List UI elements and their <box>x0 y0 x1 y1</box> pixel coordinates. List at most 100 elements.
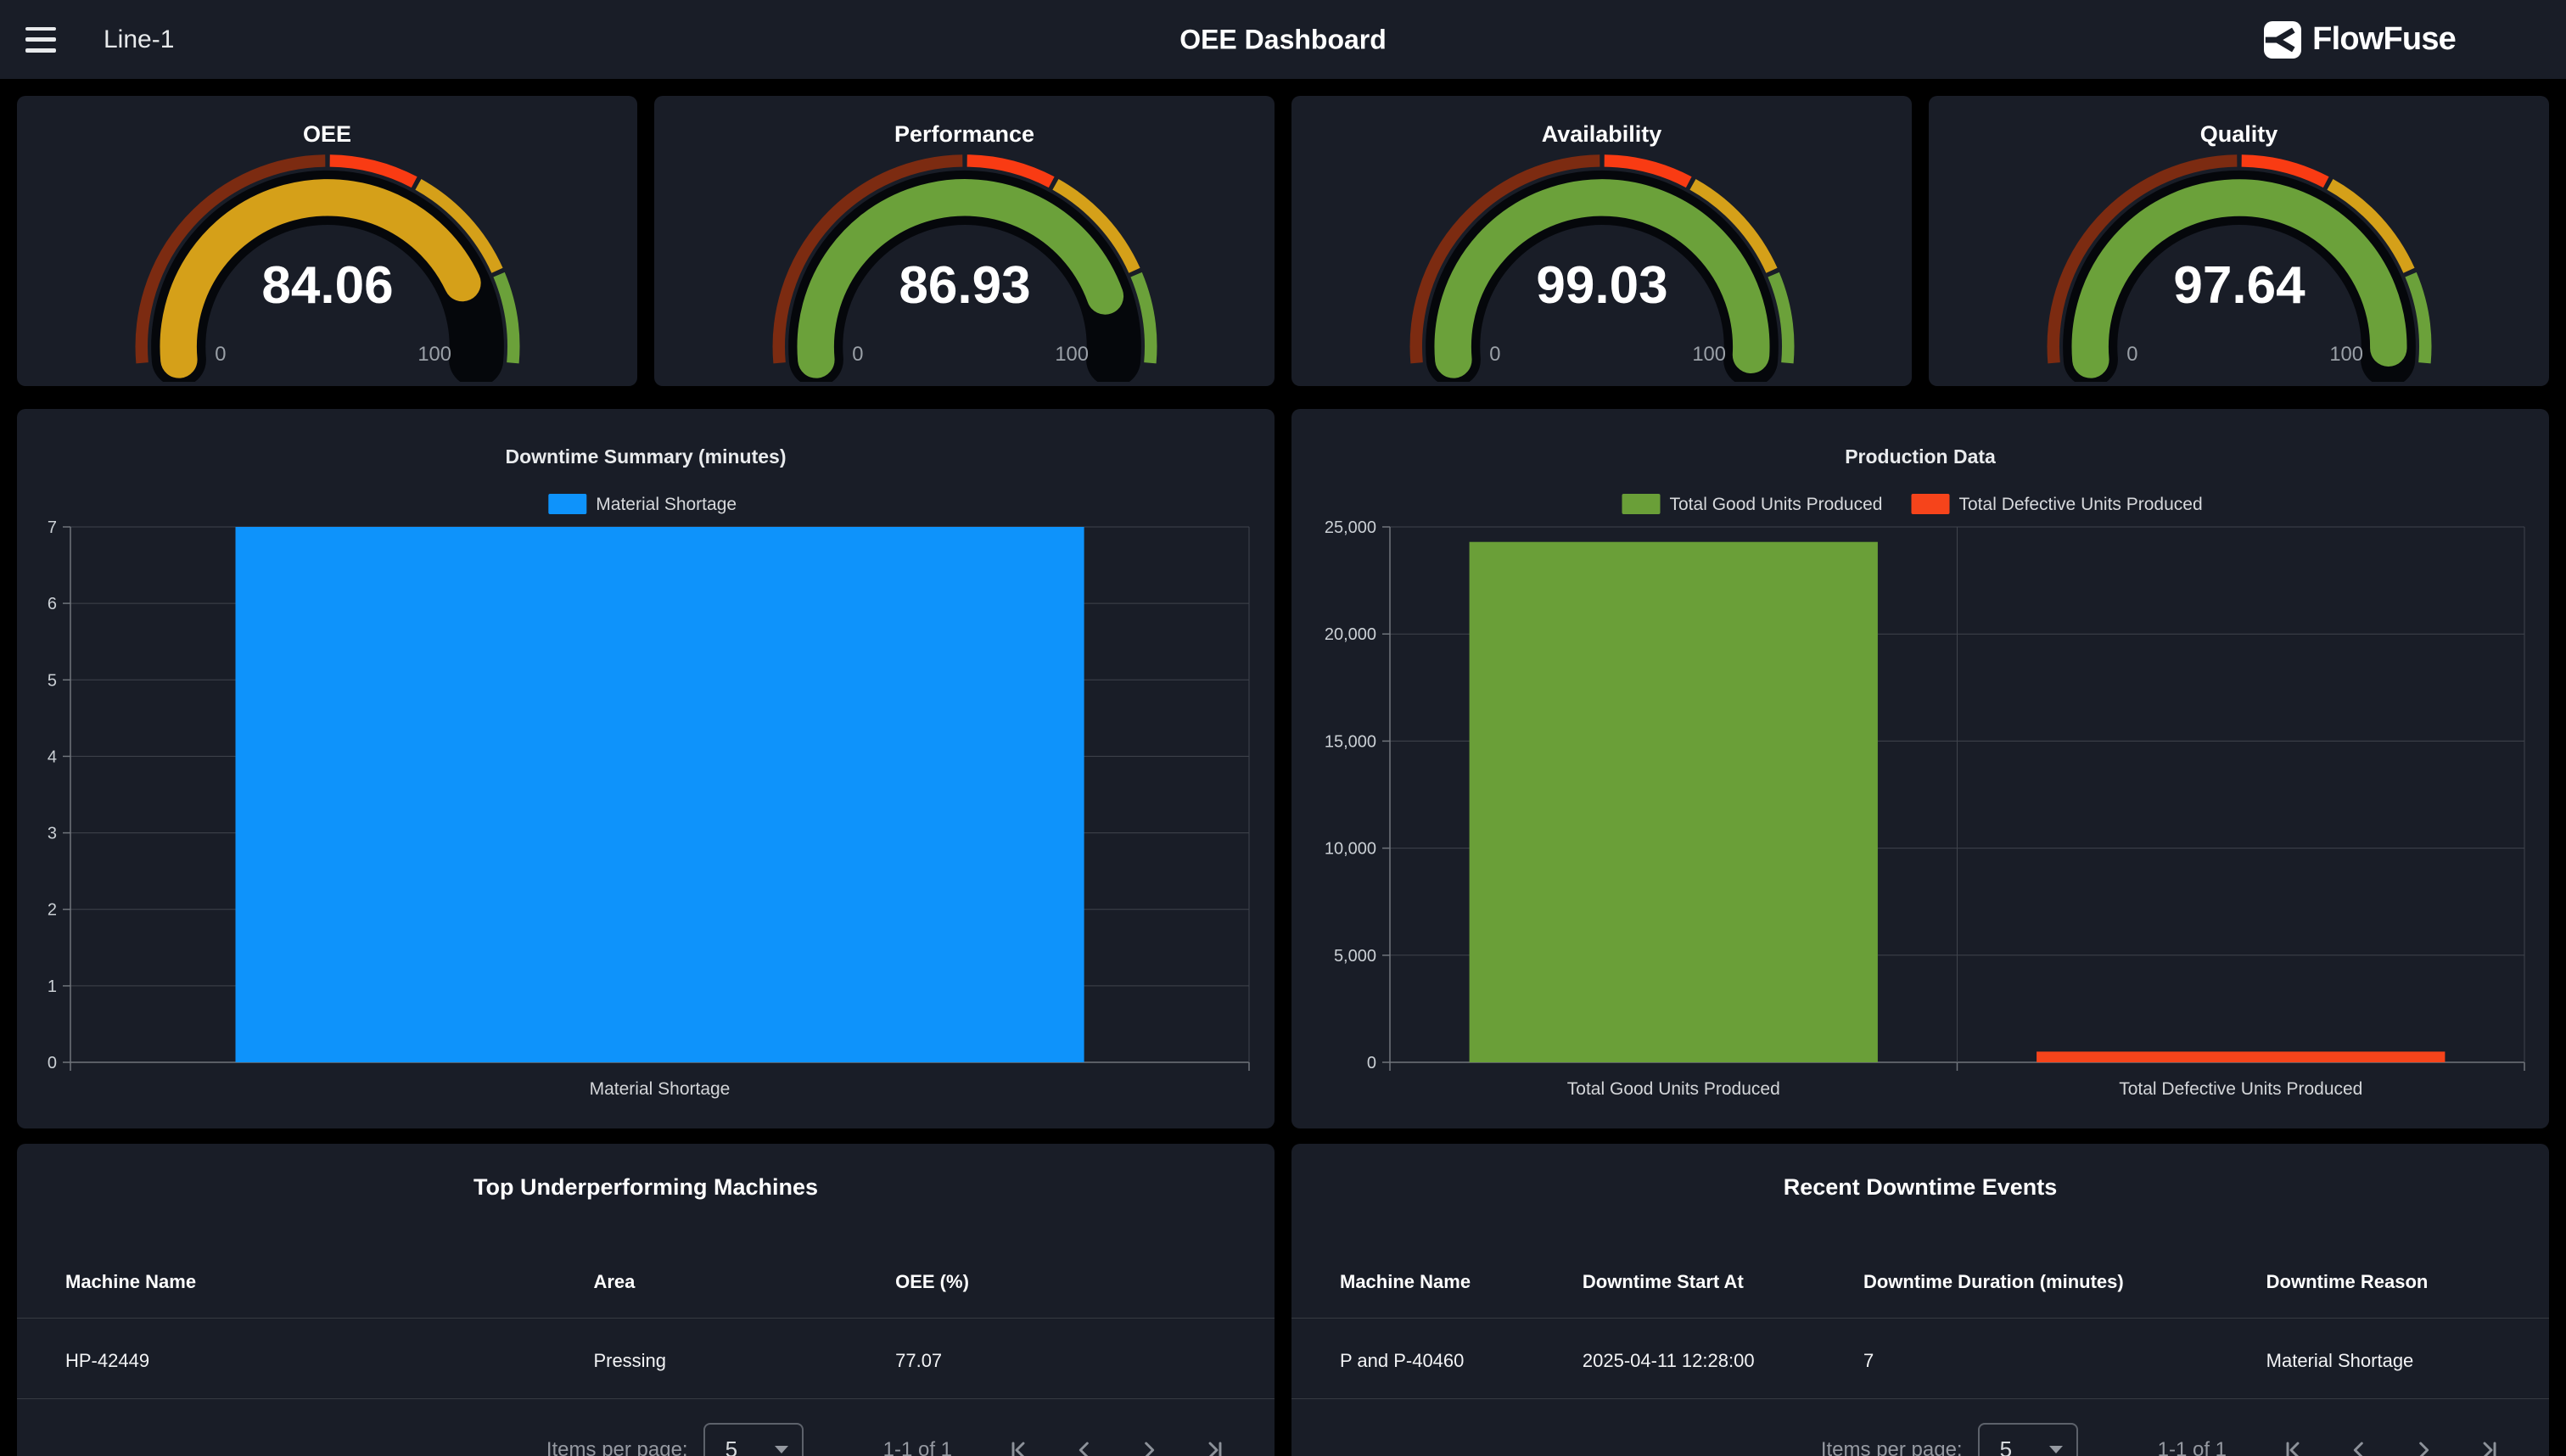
gauge-max-label: 100 <box>2329 343 2363 366</box>
legend-item[interactable]: Material Shortage <box>548 494 737 514</box>
table-pagination: Items per page: 5 1-1 of 1 <box>17 1399 1275 1456</box>
gauge-card-performance: Performance 86.93 0 100 <box>654 96 1275 386</box>
first-page-icon <box>2286 1442 2300 1456</box>
gauge-max-label: 100 <box>1692 343 1726 366</box>
chevron-left-icon <box>1079 1442 1089 1456</box>
downtime-summary-chart-card: Downtime Summary (minutes) Material Short… <box>17 409 1275 1128</box>
table-cell: Pressing <box>593 1350 667 1371</box>
chevron-right-button[interactable] <box>2410 1436 2437 1456</box>
table-row: P and P-40460 2025-04-11 12:28:00 7 Materia… <box>1340 1341 2501 1380</box>
pagination-range-label: 1-1 of 1 <box>882 1437 952 1456</box>
table-cell: HP-42449 <box>65 1350 150 1371</box>
page-title: OEE Dashboard <box>1179 24 1387 54</box>
production-data-chart-card: Production Data Total Good Units Produced… <box>1291 409 2549 1128</box>
table-title: Top Underperforming Machines <box>473 1174 819 1200</box>
items-per-page-value: 5 <box>725 1436 738 1456</box>
last-page-icon <box>1208 1442 1222 1456</box>
table-cell: 7 <box>1863 1350 1874 1371</box>
chevron-right-icon <box>2419 1442 2429 1456</box>
divider <box>1291 1398 2549 1399</box>
gauge-card-oee: OEE 84.06 0 100 <box>17 96 637 386</box>
chevron-right-button[interactable] <box>1135 1436 1163 1456</box>
chevron-right-icon <box>1145 1442 1155 1456</box>
recent-downtime-events-table-card: Recent Downtime Events Machine Name Downti… <box>1291 1144 2549 1456</box>
table-header-row: Machine Name Area OEE (%) <box>65 1263 1226 1302</box>
column-header: Downtime Reason <box>2266 1271 2429 1292</box>
table-cell: 77.07 <box>895 1350 943 1371</box>
bar-chart: Production Data Total Good Units Produced… <box>1325 445 2525 1099</box>
y-axis-tick-label: 6 <box>48 595 57 613</box>
table-title: Recent Downtime Events <box>1783 1174 2058 1200</box>
chart-bar[interactable] <box>2037 1051 2446 1062</box>
legend-label: Total Good Units Produced <box>1670 495 1883 514</box>
y-axis-tick-label: 1 <box>48 977 57 996</box>
first-page-button[interactable] <box>2281 1436 2308 1456</box>
chart-title: Production Data <box>1845 445 1996 468</box>
gauge-title: OEE <box>302 121 352 147</box>
y-axis-tick-label: 0 <box>48 1054 57 1072</box>
gauge-value: 99.03 <box>1536 256 1667 315</box>
chevron-left-icon <box>2353 1442 2363 1456</box>
gauge-value: 84.06 <box>261 256 393 315</box>
y-axis-tick-label: 2 <box>48 901 57 920</box>
topbar: Line-1 OEE Dashboard FlowFuse <box>0 0 2566 79</box>
table-header-row: Machine Name Downtime Start At Downtime Du… <box>1340 1263 2501 1302</box>
gauge-value: 97.64 <box>2173 256 2305 315</box>
column-header: Machine Name <box>65 1271 197 1292</box>
legend-item[interactable]: Total Good Units Produced <box>1622 494 1883 514</box>
gauge-min-label: 0 <box>852 343 863 366</box>
gauge-value: 86.93 <box>899 256 1030 315</box>
gauge-row: OEE 84.06 0 100 Performance 86.93 0 100 Availabi… <box>17 96 2549 386</box>
top-underperforming-machines-table-card: Top Underperforming Machines Machine Name… <box>17 1144 1275 1456</box>
first-page-icon <box>1011 1442 1025 1456</box>
first-page-button[interactable] <box>1006 1436 1034 1456</box>
items-per-page-select[interactable]: 5 <box>703 1422 804 1456</box>
category-label: Total Good Units Produced <box>1567 1079 1780 1099</box>
caret-down-icon <box>2048 1446 2063 1453</box>
legend-item[interactable]: Total Defective Units Produced <box>1911 494 2203 514</box>
chevron-left-button[interactable] <box>2345 1436 2373 1456</box>
chart-bar[interactable] <box>1469 541 1878 1062</box>
gauge-title: Availability <box>1541 121 1662 147</box>
legend-swatch <box>1911 494 1950 514</box>
last-page-button[interactable] <box>2474 1436 2502 1456</box>
pager-buttons <box>2281 1436 2502 1456</box>
divider <box>1291 1318 2549 1319</box>
gauge-dial: 99.03 0 100 <box>1409 154 1794 382</box>
last-page-button[interactable] <box>1200 1436 1227 1456</box>
chart-bar[interactable] <box>235 527 1084 1062</box>
column-header: Downtime Start At <box>1582 1271 1744 1292</box>
gauge-card-quality: Quality 97.64 0 100 <box>1929 96 2549 386</box>
gauge-card-availability: Availability 99.03 0 100 <box>1291 96 1912 386</box>
y-axis-tick-label: 10,000 <box>1325 840 1376 859</box>
brand-name: FlowFuse <box>2312 21 2457 57</box>
y-axis-tick-label: 4 <box>48 748 57 766</box>
table-cell: 2025-04-11 12:28:00 <box>1582 1350 1755 1371</box>
items-per-page-select[interactable]: 5 <box>1977 1422 2078 1456</box>
gauge-title: Performance <box>894 121 1035 147</box>
legend-swatch <box>548 494 587 514</box>
bar-chart: Downtime Summary (minutes) Material Short… <box>48 445 1250 1099</box>
items-per-page-value: 5 <box>1999 1436 2013 1456</box>
items-per-page-label: Items per page: <box>1820 1437 1963 1456</box>
items-per-page-label: Items per page: <box>546 1437 688 1456</box>
pager-buttons <box>1006 1436 1227 1456</box>
caret-down-icon <box>774 1446 788 1453</box>
legend-label: Material Shortage <box>596 495 737 514</box>
gauge-dial: 97.64 0 100 <box>2047 154 2431 382</box>
hamburger-menu-icon[interactable] <box>25 26 56 53</box>
gauge-title: Quality <box>2199 121 2278 147</box>
chart-title: Downtime Summary (minutes) <box>506 445 787 468</box>
gauge-max-label: 100 <box>417 343 451 366</box>
y-axis-tick-label: 25,000 <box>1325 518 1376 537</box>
pagination-range-label: 1-1 of 1 <box>2157 1437 2227 1456</box>
gauge-max-label: 100 <box>1055 343 1089 366</box>
chevron-left-button[interactable] <box>1071 1436 1098 1456</box>
column-header: OEE (%) <box>895 1271 969 1292</box>
table-pagination: Items per page: 5 1-1 of 1 <box>1291 1399 2549 1456</box>
category-label: Total Defective Units Produced <box>2119 1079 2362 1099</box>
y-axis-tick-label: 7 <box>48 518 57 537</box>
table-cell: Material Shortage <box>2266 1350 2414 1371</box>
y-axis-tick-label: 5,000 <box>1334 947 1376 966</box>
line-selector-label: Line-1 <box>104 25 175 53</box>
